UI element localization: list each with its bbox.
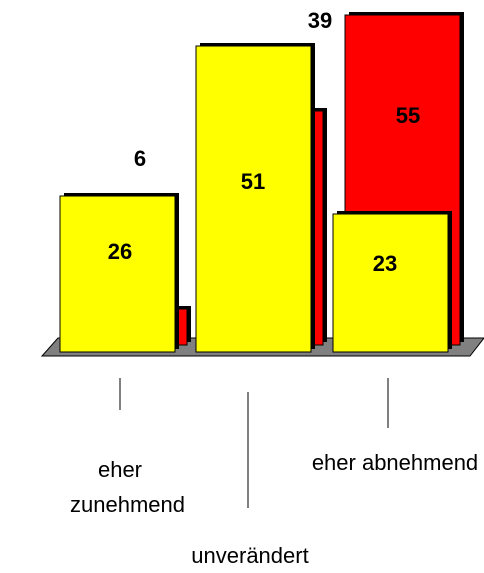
bar bbox=[332, 213, 449, 353]
data-label: 26 bbox=[108, 239, 132, 264]
data-label: 55 bbox=[396, 103, 420, 128]
bar bbox=[59, 195, 176, 353]
x-tick-label: unverändert bbox=[191, 543, 309, 568]
bar bbox=[195, 45, 312, 353]
data-label: 51 bbox=[241, 169, 265, 194]
data-label: 6 bbox=[134, 146, 146, 171]
x-tick-label: eher zunehmend bbox=[70, 457, 185, 517]
data-label: 23 bbox=[373, 251, 397, 276]
data-label: 39 bbox=[308, 8, 332, 33]
x-tick-label: eher abnehmend bbox=[311, 450, 479, 475]
